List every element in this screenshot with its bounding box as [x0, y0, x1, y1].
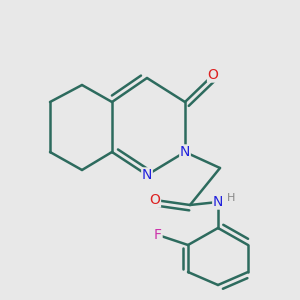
Text: F: F: [154, 228, 162, 242]
Text: N: N: [142, 168, 152, 182]
Text: N: N: [180, 145, 190, 159]
Text: O: O: [150, 193, 160, 207]
Text: H: H: [227, 194, 236, 203]
Text: O: O: [208, 68, 218, 82]
Text: N: N: [213, 195, 223, 209]
